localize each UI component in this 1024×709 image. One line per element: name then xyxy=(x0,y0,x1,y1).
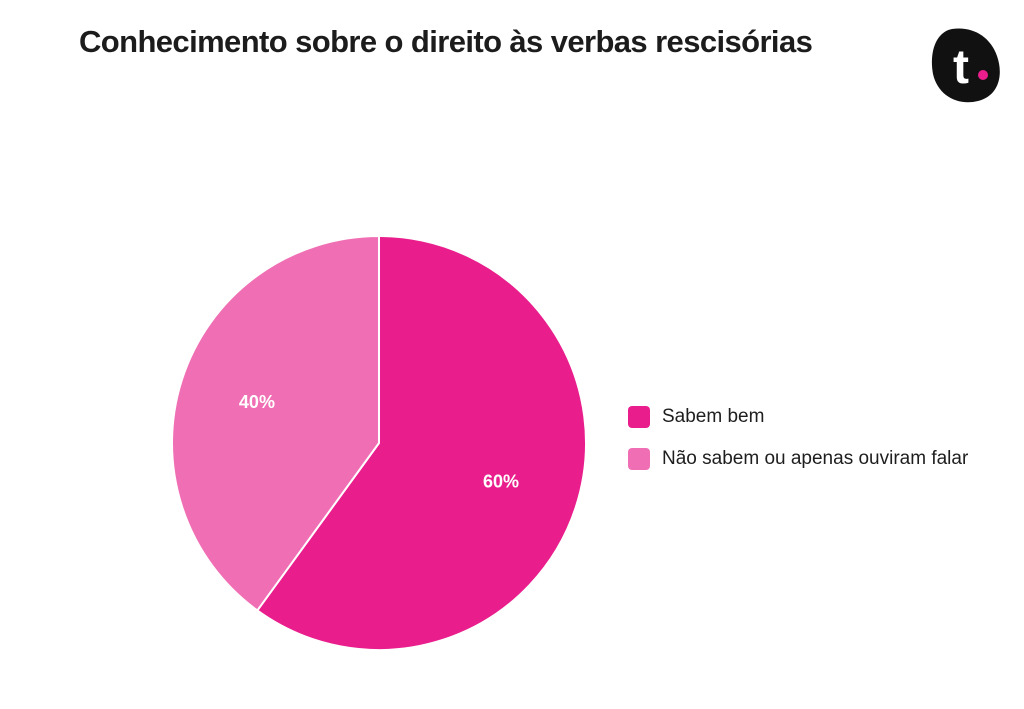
logo-letter: t xyxy=(953,41,969,94)
legend-item-sabem-bem: Sabem bem xyxy=(628,404,968,430)
legend-label-nao-sabem: Não sabem ou apenas ouviram falar xyxy=(662,448,969,469)
pie-slice-1 xyxy=(171,235,380,612)
chart-legend: Sabem bem Não sabem ou apenas ouviram fa… xyxy=(628,404,968,488)
chart-title: Conhecimento sobre o direito às verbas r… xyxy=(79,24,813,59)
pie-slice-0 xyxy=(256,235,587,651)
legend-swatch-nao-sabem xyxy=(628,448,650,470)
logo-badge xyxy=(931,28,1000,103)
pie-slice-label-1: 40% xyxy=(239,392,275,412)
logo-dot xyxy=(978,70,988,80)
legend-label-sabem-bem: Sabem bem xyxy=(662,406,765,427)
legend-swatch-sabem-bem xyxy=(628,406,650,428)
brand-logo: t xyxy=(931,28,1000,103)
legend-item-nao-sabem: Não sabem ou apenas ouviram falar xyxy=(628,446,968,472)
pie-slice-label-0: 60% xyxy=(483,471,519,491)
